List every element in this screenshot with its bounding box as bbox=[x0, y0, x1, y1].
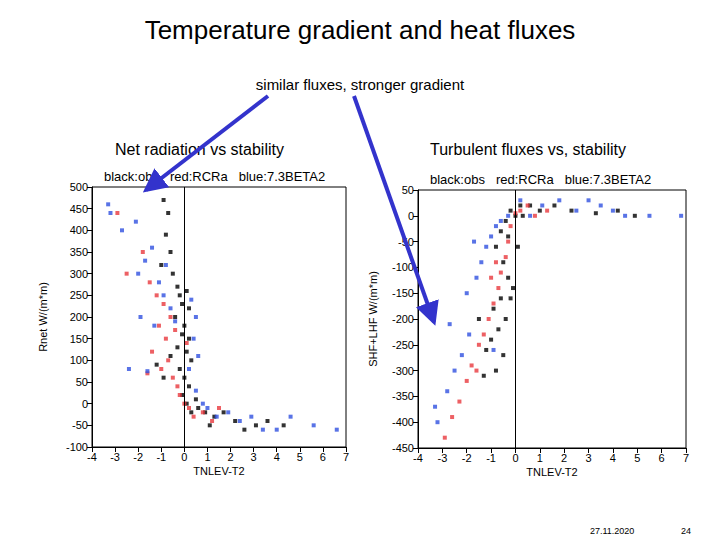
svg-text:1: 1 bbox=[204, 451, 210, 463]
svg-text:blue:7.3BETA2: blue:7.3BETA2 bbox=[239, 169, 325, 184]
svg-text:-3: -3 bbox=[437, 452, 447, 464]
svg-text:0: 0 bbox=[82, 398, 88, 410]
svg-text:-2: -2 bbox=[133, 451, 143, 463]
svg-text:1: 1 bbox=[537, 452, 543, 464]
svg-text:red:RCRa: red:RCRa bbox=[496, 172, 555, 187]
svg-text:0: 0 bbox=[408, 210, 414, 222]
svg-text:27.11.2020: 27.11.2020 bbox=[590, 526, 634, 536]
svg-text:-200: -200 bbox=[392, 313, 414, 325]
svg-text:-100: -100 bbox=[392, 261, 414, 273]
svg-text:SHF+LHF W/(m*m): SHF+LHF W/(m*m) bbox=[367, 271, 379, 367]
svg-text:3: 3 bbox=[585, 452, 591, 464]
svg-text:-300: -300 bbox=[392, 365, 414, 377]
svg-text:-350: -350 bbox=[392, 390, 414, 402]
svg-text:7: 7 bbox=[683, 452, 689, 464]
svg-text:-2: -2 bbox=[462, 452, 472, 464]
svg-text:-450: -450 bbox=[392, 442, 414, 454]
svg-text:0: 0 bbox=[512, 452, 518, 464]
svg-text:-250: -250 bbox=[392, 339, 414, 351]
svg-text:Rnet W/(m*m): Rnet W/(m*m) bbox=[37, 282, 49, 352]
svg-text:TNLEV-T2: TNLEV-T2 bbox=[526, 466, 577, 478]
svg-text:-50: -50 bbox=[398, 236, 414, 248]
svg-text:7: 7 bbox=[343, 451, 349, 463]
svg-text:2: 2 bbox=[561, 452, 567, 464]
svg-text:-4: -4 bbox=[87, 451, 97, 463]
svg-text:350: 350 bbox=[70, 246, 88, 258]
svg-text:4: 4 bbox=[610, 452, 616, 464]
svg-text:150: 150 bbox=[70, 333, 88, 345]
svg-text:300: 300 bbox=[70, 268, 88, 280]
svg-text:blue:7.3BETA2: blue:7.3BETA2 bbox=[565, 172, 651, 187]
svg-text:4: 4 bbox=[274, 451, 280, 463]
svg-text:250: 250 bbox=[70, 289, 88, 301]
svg-text:6: 6 bbox=[320, 451, 326, 463]
svg-text:24: 24 bbox=[681, 526, 691, 536]
svg-text:Temperature gradient and heat: Temperature gradient and heat fluxes bbox=[145, 15, 576, 45]
svg-text:-3: -3 bbox=[110, 451, 120, 463]
svg-text:Net radiation vs stability: Net radiation vs stability bbox=[115, 141, 284, 158]
svg-text:-400: -400 bbox=[392, 416, 414, 428]
svg-text:-50: -50 bbox=[72, 419, 88, 431]
svg-text:2: 2 bbox=[227, 451, 233, 463]
svg-text:-1: -1 bbox=[156, 451, 166, 463]
svg-text:50: 50 bbox=[402, 184, 414, 196]
svg-text:6: 6 bbox=[659, 452, 665, 464]
svg-text:Turbulent fluxes vs, stability: Turbulent fluxes vs, stability bbox=[430, 141, 626, 158]
svg-text:500: 500 bbox=[70, 181, 88, 193]
svg-text:50: 50 bbox=[76, 376, 88, 388]
svg-text:-1: -1 bbox=[486, 452, 496, 464]
svg-text:100: 100 bbox=[70, 354, 88, 366]
svg-text:TNLEV-T2: TNLEV-T2 bbox=[193, 465, 244, 477]
svg-text:similar fluxes, stronger gradi: similar fluxes, stronger gradient bbox=[256, 76, 465, 93]
svg-text:3: 3 bbox=[251, 451, 257, 463]
svg-text:black:obs: black:obs bbox=[104, 169, 159, 184]
svg-text:5: 5 bbox=[634, 452, 640, 464]
svg-text:black:obs: black:obs bbox=[430, 172, 485, 187]
svg-text:red:RCRa: red:RCRa bbox=[170, 169, 229, 184]
svg-text:-4: -4 bbox=[413, 452, 423, 464]
svg-text:200: 200 bbox=[70, 311, 88, 323]
svg-text:0: 0 bbox=[181, 451, 187, 463]
svg-text:400: 400 bbox=[70, 224, 88, 236]
svg-text:450: 450 bbox=[70, 203, 88, 215]
svg-text:-100: -100 bbox=[66, 441, 88, 453]
svg-text:-150: -150 bbox=[392, 287, 414, 299]
svg-text:5: 5 bbox=[297, 451, 303, 463]
